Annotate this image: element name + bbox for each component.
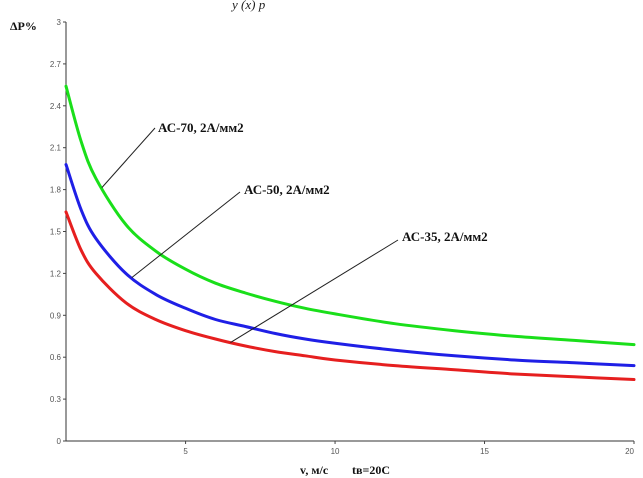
x-tick-label: 20 [625, 447, 634, 456]
y-tick-label: 0 [57, 437, 62, 446]
y-tick-label: 2.4 [50, 102, 62, 111]
y-tick-label: 0.9 [50, 311, 62, 320]
annotation-leader-3 [230, 239, 399, 343]
y-tick-label: 1.8 [50, 186, 62, 195]
series-line-1 [64, 84, 636, 347]
x-tick-label: 15 [480, 447, 489, 456]
y-tick-label: 3 [57, 18, 62, 27]
x-axis-title: v, м/с [300, 463, 329, 477]
y-tick-label: 0.6 [50, 353, 62, 362]
y-axis-title: ΔP% [10, 19, 37, 33]
annotation-leader-2 [131, 191, 241, 278]
series-line-2 [64, 163, 636, 368]
y-tick-label: 1.5 [50, 228, 62, 237]
y-tick-label: 2.7 [50, 60, 62, 69]
y-tick-label: 2.1 [50, 144, 62, 153]
plot-area: 0 0.3 0.6 0.9 1.2 1.5 1.8 2.1 2.4 2.7 3 5 10 15 20 АС… [50, 18, 636, 456]
annotation-label-1: АС-70, 2А/мм2 [158, 120, 244, 135]
series-line-3 [64, 210, 636, 381]
top-caption: y (x) p [230, 0, 266, 12]
y-tick-label: 0.3 [50, 395, 62, 404]
x-tick-label: 5 [183, 447, 188, 456]
x-tick-label: 10 [331, 447, 340, 456]
y-tick-label: 1.2 [50, 269, 62, 278]
annotation-leader-1 [101, 127, 156, 188]
annotation-label-3: АС-35, 2А/мм2 [402, 229, 488, 244]
y-ticks: 0 0.3 0.6 0.9 1.2 1.5 1.8 2.1 2.4 2.7 3 [50, 18, 66, 446]
annotations: АС-70, 2А/мм2 АС-50, 2А/мм2 АС-35, 2А/мм2 [101, 120, 488, 343]
x-axis-extra-label: tв=20С [352, 463, 390, 477]
series-lines [64, 84, 636, 381]
annotation-label-2: АС-50, 2А/мм2 [244, 182, 330, 197]
x-ticks: 5 10 15 20 [183, 441, 635, 456]
